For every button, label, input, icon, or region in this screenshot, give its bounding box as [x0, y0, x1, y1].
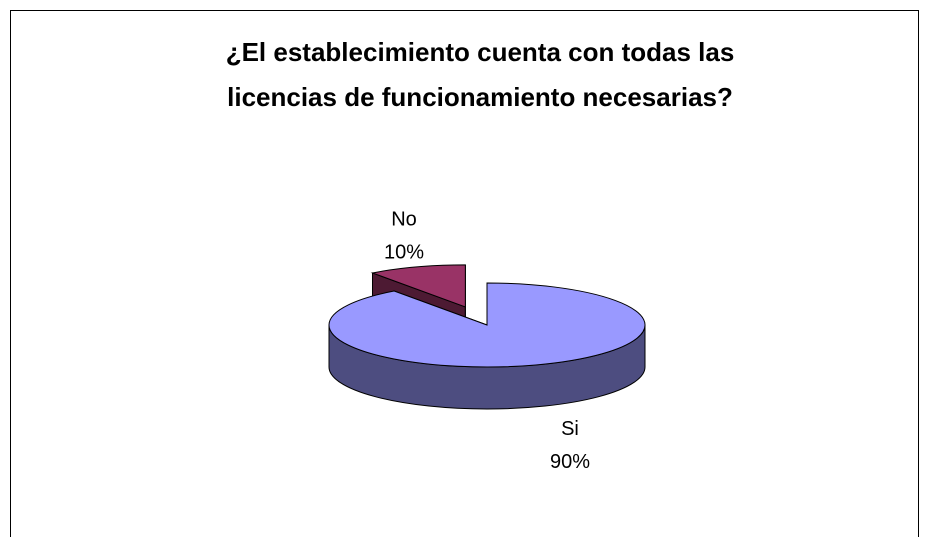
value-label: 10% — [384, 242, 424, 264]
category-label: No — [391, 209, 417, 231]
chart-title: ¿El establecimiento cuenta con todas las… — [225, 37, 735, 112]
slice — [328, 282, 646, 368]
slice — [370, 264, 466, 308]
value-label: 90% — [550, 451, 590, 473]
chart-frame — [10, 10, 919, 537]
category-label: Si — [561, 418, 579, 440]
